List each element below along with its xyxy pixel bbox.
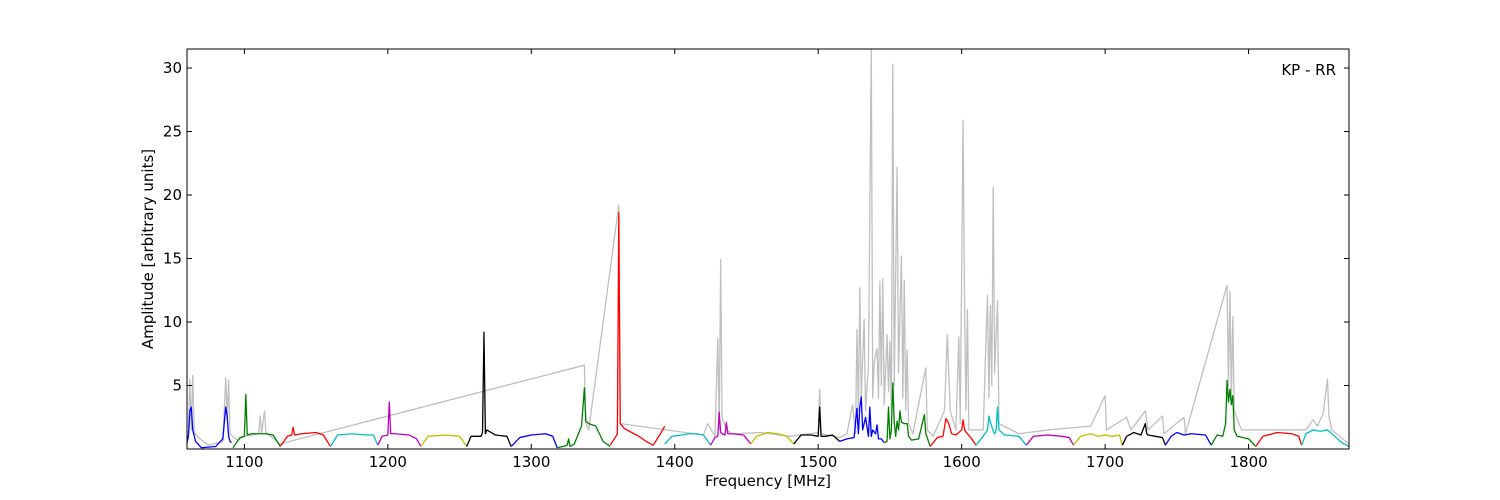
band-series-1 — [187, 406, 232, 449]
band-series-16 — [883, 382, 931, 447]
x-tick-label: 1300 — [512, 453, 550, 471]
x-tick-label: 1700 — [1086, 453, 1124, 471]
chart-annotation: KP - RR — [1281, 61, 1336, 79]
y-axis: 5 10 15 20 25 30 — [163, 59, 1349, 395]
y-tick-label: 15 — [163, 250, 182, 268]
band-series-15 — [839, 396, 885, 444]
data-layer — [187, 49, 1349, 449]
band-series-13 — [750, 431, 795, 445]
y-tick-label: 5 — [172, 377, 182, 395]
band-series-19 — [1025, 434, 1075, 446]
band-series-14 — [793, 406, 841, 445]
band-series-7 — [466, 331, 512, 447]
band-series-25 — [1301, 429, 1349, 448]
y-tick-label: 10 — [163, 313, 182, 331]
x-tick-label: 1100 — [225, 453, 263, 471]
band-series-8 — [510, 433, 558, 448]
band-series-24 — [1255, 431, 1303, 447]
band-series-23 — [1210, 379, 1257, 447]
band-series-20 — [1073, 433, 1123, 446]
band-series-9 — [556, 387, 611, 449]
x-tick-label: 1200 — [369, 453, 407, 471]
y-tick-label: 20 — [163, 186, 182, 204]
band-series-4 — [329, 433, 379, 447]
band-series-12 — [710, 411, 752, 446]
plot-frame — [186, 48, 1350, 450]
band-series-3 — [279, 426, 332, 447]
y-tick-label: 30 — [163, 59, 182, 77]
x-axis: 1100 1200 1300 1400 1500 1600 1700 1800 — [225, 49, 1268, 471]
band-series-2 — [232, 393, 281, 449]
band-series-6 — [420, 434, 468, 447]
band-series-17 — [929, 417, 977, 447]
band-series-22 — [1164, 431, 1212, 446]
band-series-18 — [975, 406, 1027, 446]
x-tick-label: 1400 — [656, 453, 694, 471]
y-axis-label: Amplitude [arbitrary units] — [139, 149, 157, 349]
x-tick-label: 1800 — [1229, 453, 1267, 471]
band-series-5 — [377, 401, 422, 447]
band-series-21 — [1121, 422, 1166, 446]
y-tick-label: 25 — [163, 123, 182, 141]
x-tick-label: 1500 — [799, 453, 837, 471]
band-series-11 — [664, 433, 712, 446]
band-series-10 — [609, 212, 666, 446]
background-trace — [187, 49, 1349, 446]
x-axis-label: Frequency [MHz] — [705, 472, 831, 490]
x-tick-label: 1600 — [943, 453, 981, 471]
